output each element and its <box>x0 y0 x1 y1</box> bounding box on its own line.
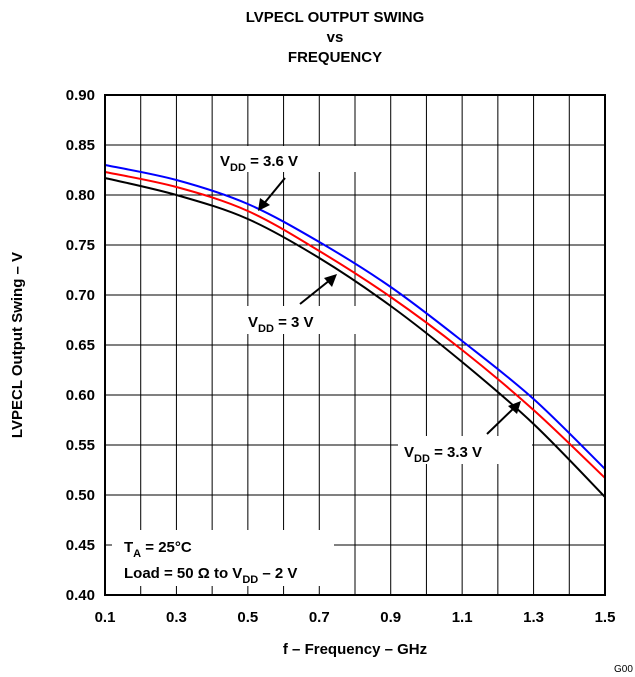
conditions-bg <box>112 530 334 586</box>
y-tick-label: 0.60 <box>66 387 95 404</box>
chart-title-line-1: LVPECL OUTPUT SWING <box>246 9 425 26</box>
x-tick-labels: 0.1 0.3 0.5 0.7 0.9 1.1 1.3 1.5 <box>95 609 616 626</box>
figure-id: G00 <box>614 664 633 675</box>
annotation-vdd-3-3-text: VDD = 3.3 V <box>404 444 482 465</box>
y-tick-label: 0.80 <box>66 187 95 204</box>
annotation-bg <box>242 306 366 334</box>
annotation-vdd-3: VDD = 3 V <box>242 274 366 335</box>
series-line-3 <box>104 177 606 498</box>
y-tick-label: 0.65 <box>66 337 95 354</box>
y-axis-label: LVPECL Output Swing – V <box>9 252 26 438</box>
y-tick-label: 0.85 <box>66 137 95 154</box>
conditions-note: TA = 25°C Load = 50 Ω to VDD – 2 V <box>112 530 334 586</box>
y-tick-label: 0.75 <box>66 237 95 254</box>
x-tick-label: 0.1 <box>95 609 116 626</box>
series-line-2 <box>104 171 606 479</box>
series-layer <box>104 164 606 498</box>
conditions-line-2: Load = 50 Ω to VDD – 2 V <box>124 565 297 586</box>
series-line-1 <box>104 164 606 470</box>
x-axis-label: f – Frequency – GHz <box>283 641 427 658</box>
x-tick-label: 0.9 <box>380 609 401 626</box>
x-tick-label: 0.5 <box>237 609 258 626</box>
x-tick-label: 0.7 <box>309 609 330 626</box>
annotation-vdd-3-3: VDD = 3.3 V <box>398 401 532 465</box>
y-tick-labels: 0.40 0.45 0.50 0.55 0.60 0.65 0.70 0.75 0.80 0.85… <box>66 87 95 604</box>
x-tick-label: 0.3 <box>166 609 187 626</box>
annotation-bg <box>214 146 356 172</box>
x-tick-label: 1.1 <box>452 609 473 626</box>
y-tick-label: 0.55 <box>66 437 95 454</box>
y-tick-label: 0.90 <box>66 87 95 104</box>
arrowhead-icon <box>508 401 521 414</box>
annotation-vdd-3-arrow <box>299 279 331 305</box>
y-tick-label: 0.40 <box>66 587 95 604</box>
arrowhead-icon <box>324 274 337 287</box>
chart-title-line-3: FREQUENCY <box>288 49 382 66</box>
annotation-bg <box>398 436 532 464</box>
annotation-vdd-3-3-arrow <box>486 406 516 435</box>
chart-title-line-2: vs <box>327 29 344 46</box>
x-tick-label: 1.3 <box>523 609 544 626</box>
annotation-vdd-3-6: VDD = 3.6 V <box>214 146 356 211</box>
annotation-vdd-3-6-text: VDD = 3.6 V <box>220 153 298 174</box>
annotation-vdd-3-text: VDD = 3 V <box>248 314 314 335</box>
conditions-line-1: TA = 25°C <box>124 539 192 560</box>
x-tick-label: 1.5 <box>595 609 616 626</box>
y-tick-label: 0.50 <box>66 487 95 504</box>
grid <box>105 95 605 595</box>
arrowhead-icon <box>258 198 270 211</box>
plot-frame <box>104 94 606 596</box>
y-tick-label: 0.45 <box>66 537 95 554</box>
y-tick-label: 0.70 <box>66 287 95 304</box>
annotation-vdd-3-6-arrow <box>261 177 286 207</box>
